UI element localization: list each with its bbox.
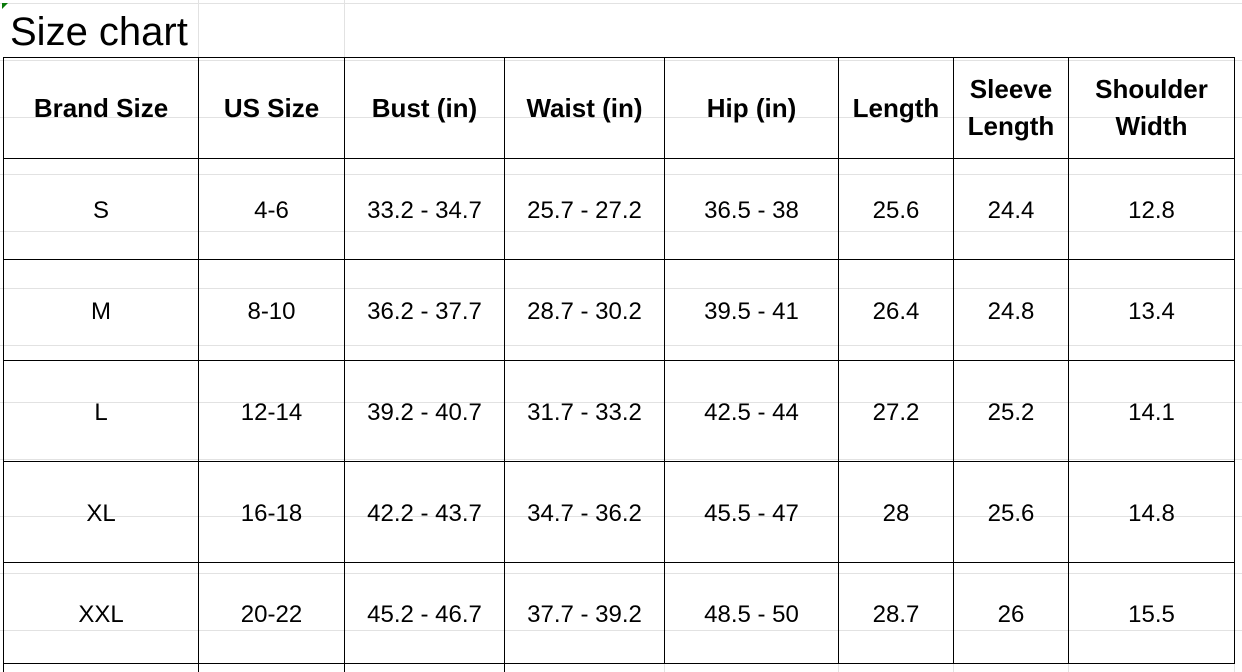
table-cell[interactable]: 33.2 - 34.7 [345, 159, 505, 260]
table-cell[interactable]: 12-14 [199, 361, 345, 462]
table-cell[interactable]: 42.2 - 43.7 [345, 462, 505, 563]
table-cell[interactable]: 20-22 [199, 563, 345, 664]
table-cell[interactable]: 36.2 - 37.7 [345, 260, 505, 361]
table-cell[interactable]: 24.8 [954, 260, 1069, 361]
table-cell[interactable]: 27.2 [839, 361, 954, 462]
table-cell[interactable]: 25.2 [954, 361, 1069, 462]
table-cell[interactable]: 16-18 [199, 462, 345, 563]
column-header[interactable]: Hip (in) [665, 58, 839, 159]
table-cell[interactable]: 13.4 [1069, 260, 1235, 361]
table-cell[interactable]: 25.6 [954, 462, 1069, 563]
column-header[interactable]: US Size [199, 58, 345, 159]
gridline [198, 0, 199, 57]
table-cell[interactable]: 26 [954, 563, 1069, 664]
table-cell[interactable]: 26.4 [839, 260, 954, 361]
table-cell[interactable]: M [4, 260, 199, 361]
table-cell[interactable]: XXL [4, 563, 199, 664]
column-header[interactable]: Length [839, 58, 954, 159]
table-cell[interactable]: 24.4 [954, 159, 1069, 260]
cell-comment-marker-icon [2, 3, 8, 9]
gridline [344, 0, 345, 57]
column-header[interactable]: Brand Size [4, 58, 199, 159]
table-cell[interactable]: S [4, 159, 199, 260]
table-cell[interactable]: 14.8 [1069, 462, 1235, 563]
table-cell[interactable]: 12.8 [1069, 159, 1235, 260]
table-cell[interactable]: L [4, 361, 199, 462]
table-cell[interactable]: 25.7 - 27.2 [505, 159, 665, 260]
table-cell[interactable]: 45.2 - 46.7 [345, 563, 505, 664]
column-header[interactable]: Waist (in) [505, 58, 665, 159]
column-header[interactable]: Bust (in) [345, 58, 505, 159]
table-cell[interactable]: 28.7 - 30.2 [505, 260, 665, 361]
sheet-title[interactable]: Size chart [10, 8, 188, 56]
table-cell[interactable]: 4-6 [199, 159, 345, 260]
column-header[interactable]: Sleeve Length [954, 58, 1069, 159]
table-cell[interactable]: 39.5 - 41 [665, 260, 839, 361]
table-cell[interactable]: 37.7 - 39.2 [505, 563, 665, 664]
table-cell[interactable]: 42.5 - 44 [665, 361, 839, 462]
table-cell[interactable]: 48.5 - 50 [665, 563, 839, 664]
table-cell[interactable]: 45.5 - 47 [665, 462, 839, 563]
table-cell[interactable]: 36.5 - 38 [665, 159, 839, 260]
table-cell[interactable]: 28.7 [839, 563, 954, 664]
table-cell[interactable]: 34.7 - 36.2 [505, 462, 665, 563]
table-cell[interactable]: 15.5 [1069, 563, 1235, 664]
table-cell[interactable]: 8-10 [199, 260, 345, 361]
table-cell[interactable]: 25.6 [839, 159, 954, 260]
table-cell[interactable]: 31.7 - 33.2 [505, 361, 665, 462]
column-header[interactable]: Shoulder Width [1069, 58, 1235, 159]
table-cell[interactable]: 28 [839, 462, 954, 563]
table-cell[interactable]: 14.1 [1069, 361, 1235, 462]
table-cell[interactable]: 39.2 - 40.7 [345, 361, 505, 462]
table-cell[interactable]: XL [4, 462, 199, 563]
